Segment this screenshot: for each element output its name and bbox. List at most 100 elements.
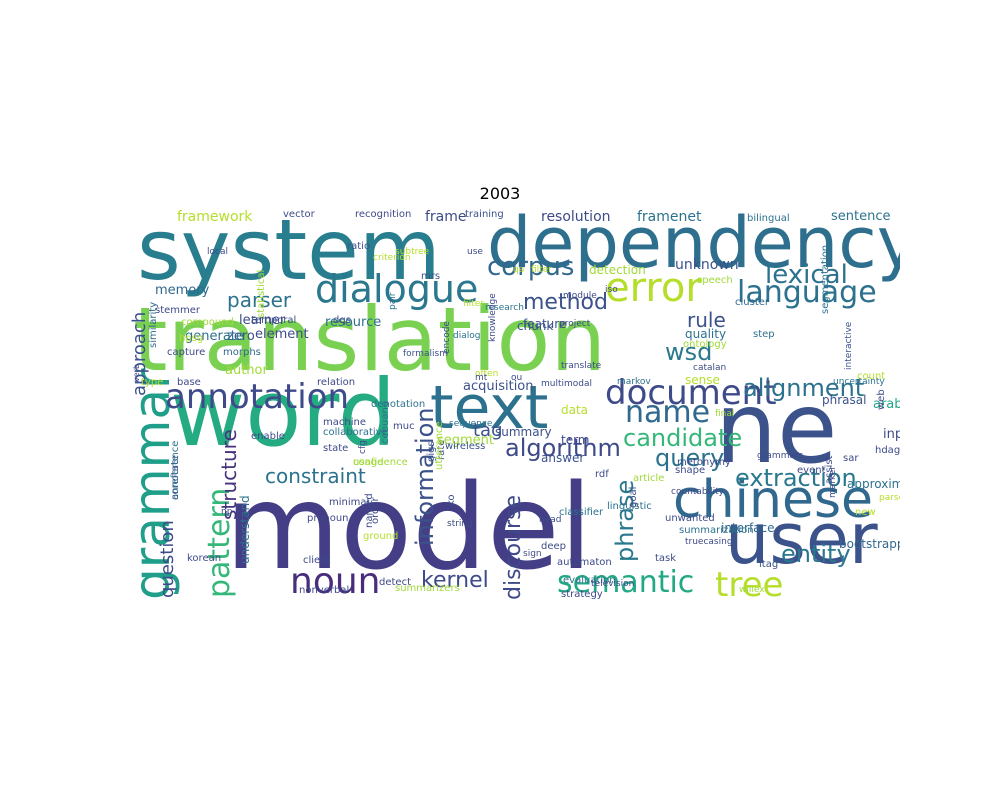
word-task: task <box>655 553 677 564</box>
word-sentence: sentence <box>831 209 891 224</box>
word-article: article <box>633 473 665 484</box>
word-verb: verb <box>132 363 141 382</box>
word-final: final <box>715 409 735 419</box>
word-generate: generate <box>185 329 244 344</box>
word-interactive: interactive <box>844 321 854 370</box>
word-machine: machine <box>323 417 366 428</box>
word-frame: frame <box>425 209 467 225</box>
word-dialogue: dialogue <box>315 267 479 311</box>
word-text: text <box>430 373 549 443</box>
word-coreference: coreference <box>170 440 181 500</box>
word-muc: muc <box>393 421 415 432</box>
word-vector: vector <box>283 209 315 220</box>
word-morphs: morphs <box>223 347 261 358</box>
word-tag: tag <box>473 420 503 441</box>
word-classifier: classifier <box>559 507 604 518</box>
word-automaton: automaton <box>557 557 612 568</box>
word-project: project <box>559 319 591 329</box>
word-television: television <box>591 579 635 589</box>
word-temporal: temporal <box>251 315 297 326</box>
word-phrasal: phrasal <box>822 393 867 407</box>
word-semantic: semantic <box>557 565 695 600</box>
word-willex: willex <box>739 585 765 595</box>
word-chinese: chinese <box>673 470 874 530</box>
word-hdag: hdag <box>875 445 900 456</box>
word-utterance: utterance <box>434 421 445 470</box>
word-confidence: confidence <box>353 457 408 468</box>
word-nonverbal: nonverbal <box>299 585 350 596</box>
word-mt: mt <box>475 373 488 383</box>
word-framework: framework <box>177 209 253 225</box>
word-annotation: annotation <box>165 377 350 417</box>
word-unknown: unknown <box>675 257 739 273</box>
word-pronoun: pronoun <box>307 513 349 524</box>
word-dialog: dialog <box>453 331 481 341</box>
word-web: web <box>876 389 887 410</box>
word-filter: filter <box>531 265 552 275</box>
word-bootstrapping: bootstrapping <box>839 537 900 551</box>
word-discourse: discourse <box>501 494 526 600</box>
word-framenet: framenet <box>637 209 702 225</box>
word-entity: entity <box>781 540 851 568</box>
word-understand: understand <box>238 495 252 564</box>
word-knowledge: knowledge <box>488 293 498 342</box>
word-resource: resource <box>325 315 382 330</box>
word-error: error <box>605 265 702 311</box>
word-summarizers: summarizers <box>395 583 460 594</box>
word-element: element <box>255 327 309 342</box>
word-iso: iso <box>605 285 618 295</box>
word-markov: markov <box>617 377 651 387</box>
word-strategy: strategy <box>561 589 603 600</box>
word-detect: detect <box>379 577 411 588</box>
word-ko: ko <box>446 494 457 506</box>
word-sense: sense <box>685 373 720 387</box>
word-usage: usage <box>353 457 384 468</box>
word-segmentation: segmentation <box>820 244 831 314</box>
word-collaborative: collaborative <box>323 427 388 438</box>
word-answer: answer <box>541 451 585 465</box>
word-often: often <box>475 369 499 379</box>
word-base: base <box>177 377 201 388</box>
word-summarization: summarization <box>679 525 754 536</box>
word-tree: tree <box>715 565 784 600</box>
word-arabic: arabic <box>873 397 900 412</box>
word-cluster: cluster <box>735 297 770 308</box>
word-evaluation: evaluation <box>563 575 616 586</box>
word-client: client <box>303 555 331 566</box>
word-type: type <box>141 377 164 388</box>
word-language: language <box>737 275 877 310</box>
word-capture: capture <box>167 347 206 358</box>
word-kernel: kernel <box>421 568 489 593</box>
word-corpus: corpus <box>487 252 575 282</box>
word-linguistic: linguistic <box>607 501 652 512</box>
word-lexical: lexical <box>765 260 848 290</box>
word-term: term <box>561 433 590 447</box>
word-noun: noun <box>290 561 381 600</box>
word-ne: ne <box>715 372 838 486</box>
word-research: research <box>485 303 524 313</box>
word-np: np <box>221 507 233 517</box>
word-state: state <box>323 443 349 454</box>
word-unwanted: unwanted <box>665 513 715 524</box>
word-zero: zero <box>227 329 255 344</box>
word-document: document <box>605 373 777 413</box>
word-encode: encode <box>442 321 452 354</box>
word-criterion: criterion <box>373 253 411 263</box>
word-sequence: sequence <box>449 419 493 429</box>
word-korean: korean <box>187 553 222 564</box>
word-ratio: ratio <box>347 241 371 252</box>
word-statistical: statistical <box>256 269 267 318</box>
word-step: step <box>753 329 775 340</box>
word-head: head <box>539 515 562 525</box>
word-speech: speech <box>697 275 733 286</box>
word-name: name <box>625 395 711 430</box>
word-subtree: subtree <box>395 247 430 257</box>
word-resolution: resolution <box>541 209 611 225</box>
word-cfg: cfg <box>358 440 368 454</box>
word-author: author <box>225 363 268 378</box>
word-cloud: model translation word system dependency ne te… <box>125 208 900 600</box>
word-alignment: alignment <box>743 374 865 402</box>
word-new: new <box>855 507 876 518</box>
word-named: named <box>364 493 375 528</box>
word-recognition: recognition <box>355 209 412 220</box>
